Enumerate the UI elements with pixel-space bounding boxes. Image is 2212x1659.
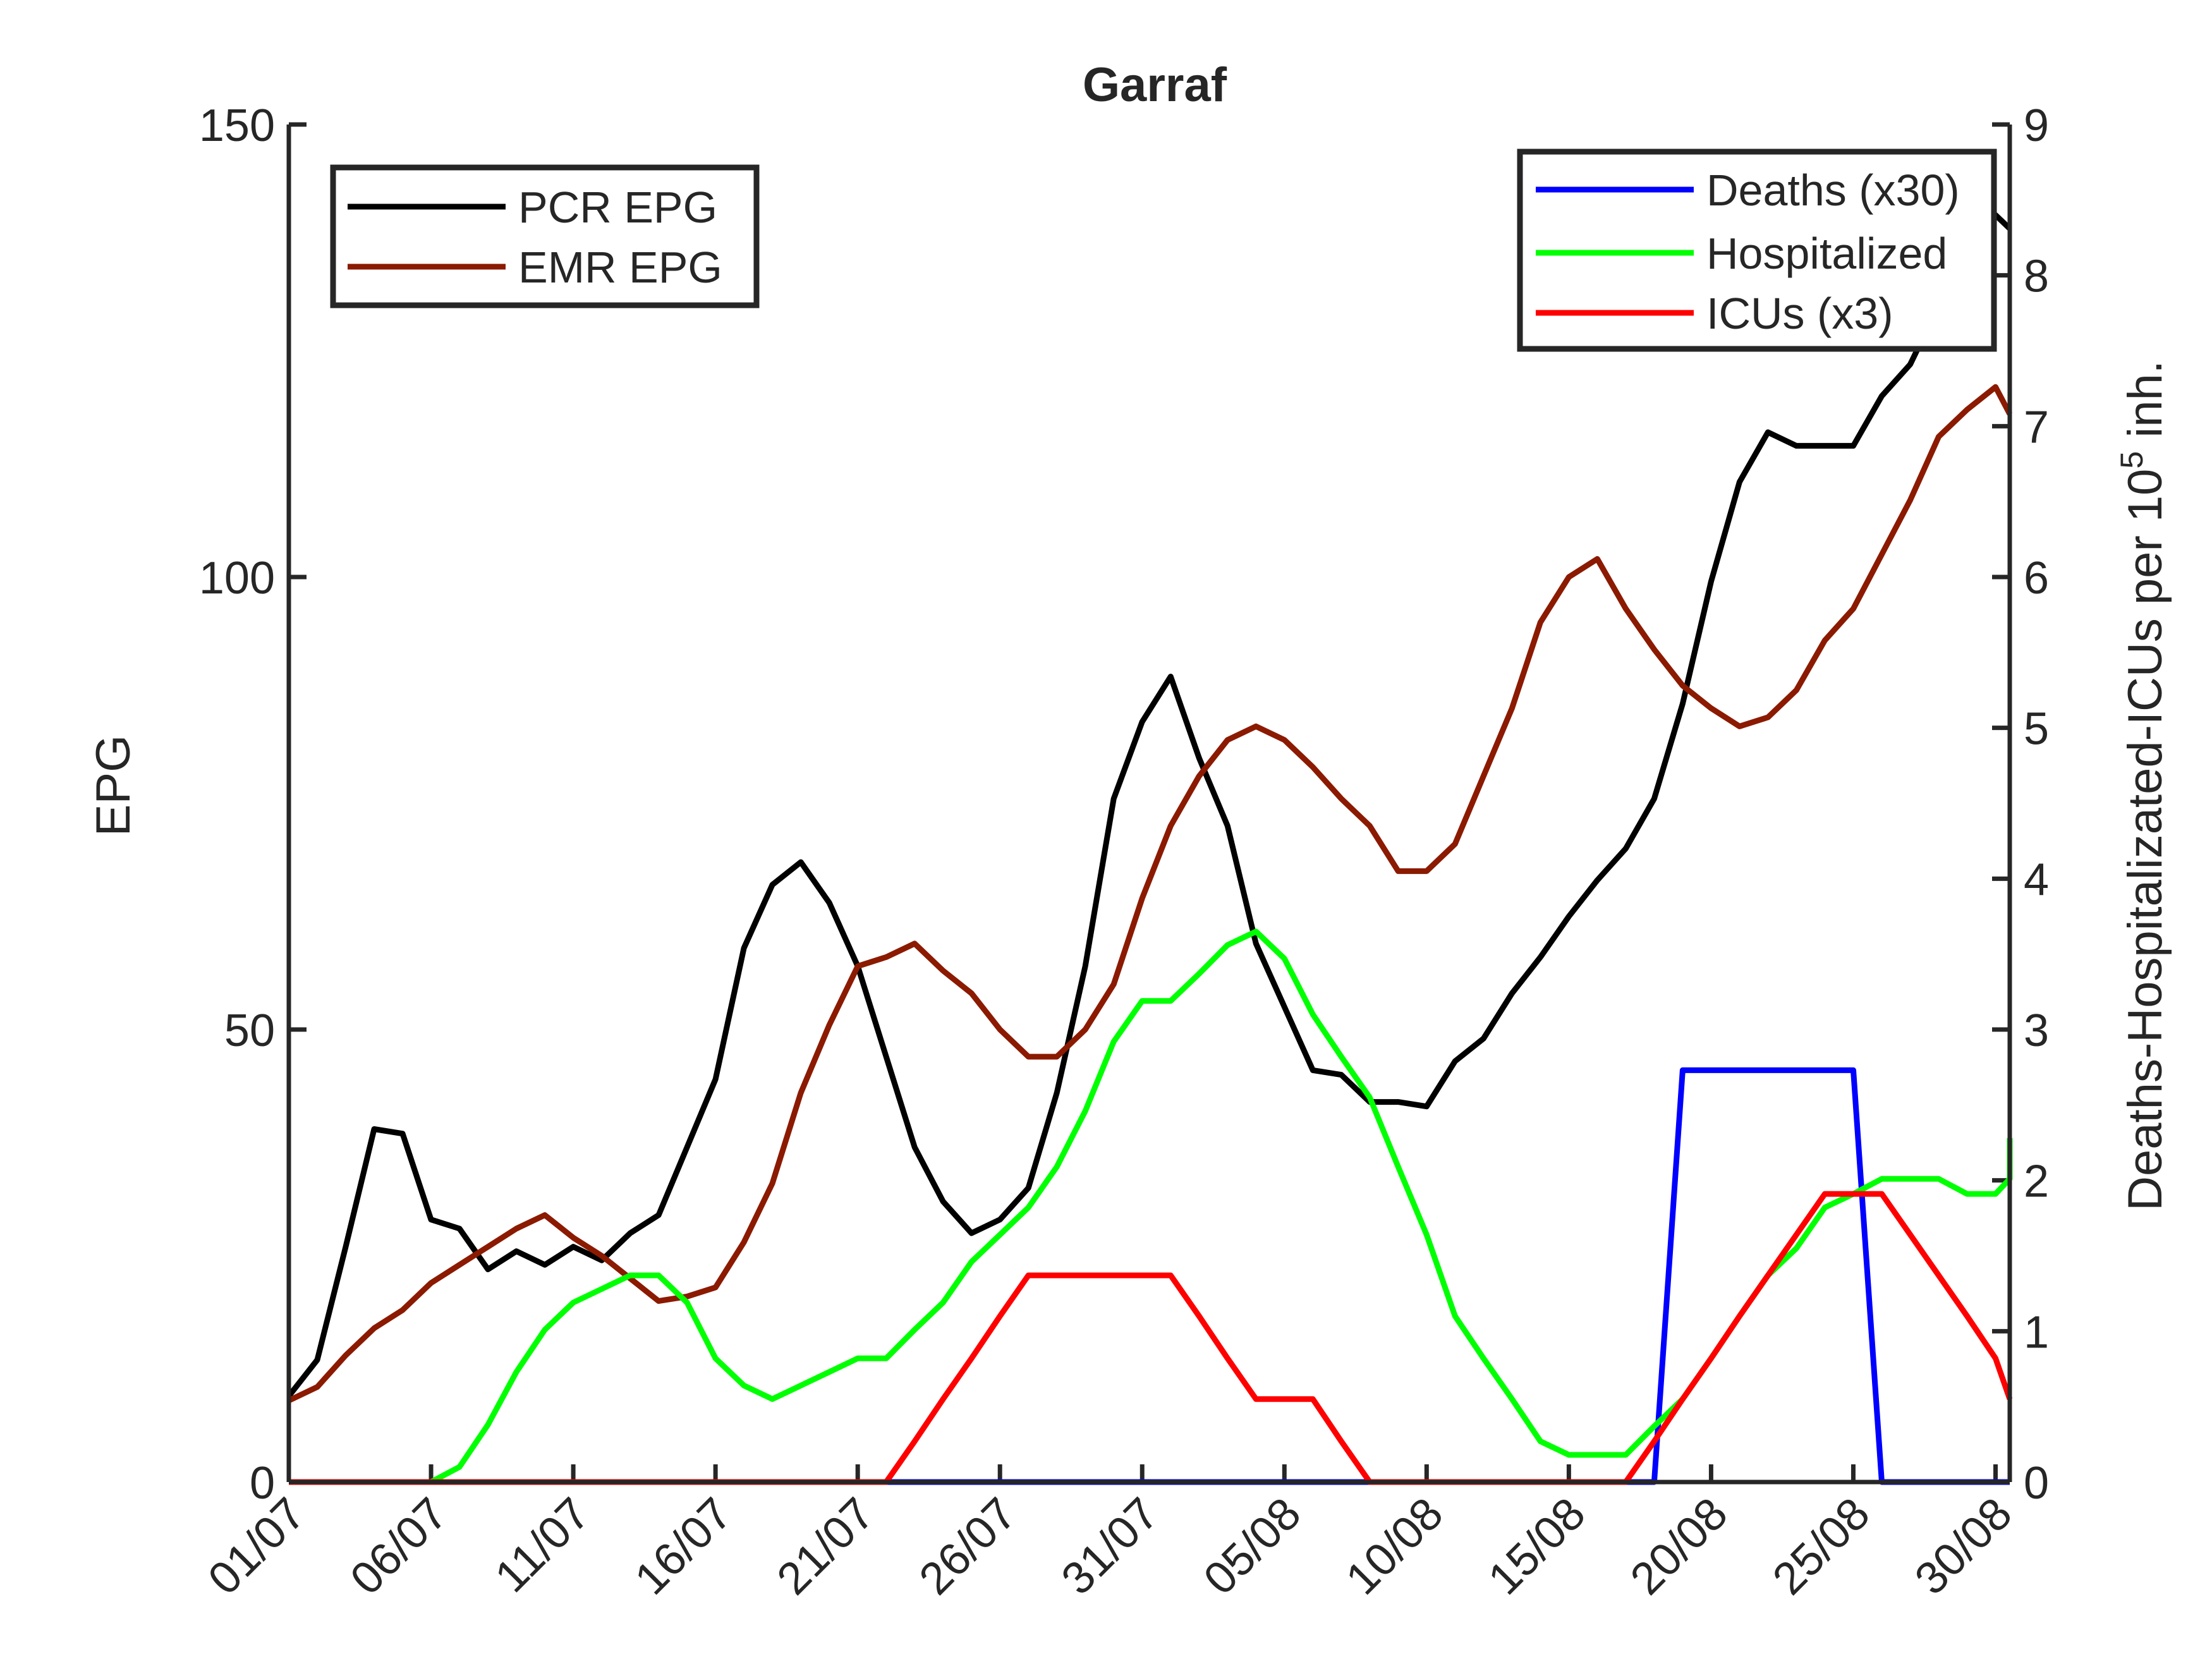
x-tick-label: 11/07 [485,1488,599,1602]
series-line-pcr-epg [286,207,2012,1398]
y-axis-right-label-exponent: 5 [2114,451,2149,469]
y-axis-left-label: EPG [87,735,140,837]
y-left-tick-label: 0 [250,1458,275,1509]
x-tick-label: 30/08 [1905,1488,2022,1605]
x-tick-label: 26/07 [910,1488,1026,1605]
y-right-tick-label: 5 [2024,704,2049,755]
series-line-hospitalized [289,928,2013,1485]
y-right-tick-label: 9 [2024,100,2049,151]
y-left-tick-label: 150 [199,100,275,151]
legend-left-box [330,164,760,308]
series-line-emr-epg [288,384,2012,1404]
legend-left: PCR EPG EMR EPG [330,164,760,308]
x-tick-label: 21/07 [768,1488,884,1605]
y-right-tick-label: 4 [2024,854,2049,905]
x-tick-label: 20/08 [1621,1488,1737,1605]
x-tick-label: 10/08 [1337,1488,1453,1605]
y-right-tick-label: 2 [2024,1157,2049,1207]
y-left-tick-label: 100 [199,553,275,604]
y-axis-right-label: Deaths-Hospitalizated-ICUs per 105 inh. [2114,360,2172,1211]
legend-label-hospitalized: Hospitalized [1706,229,1947,278]
y-right-tick-label: 7 [2024,402,2049,453]
x-tick-label: 16/07 [625,1488,741,1605]
series-line-icus-x3 [289,1191,2013,1485]
legend-label-pcr-epg: PCR EPG [518,183,717,232]
legend-label-emr-epg: EMR EPG [518,243,722,292]
x-tick-label: 31/07 [1052,1488,1169,1605]
x-tick-label: 05/08 [1194,1488,1311,1605]
series-layer [286,207,2013,1485]
y-right-tick-label: 0 [2024,1458,2049,1509]
x-tick-label: 06/07 [341,1488,457,1605]
y-right-tick-label: 3 [2024,1006,2049,1056]
legend-label-deaths: Deaths (x30) [1706,166,1960,215]
y-axis-right-label-suffix: inh. [2118,360,2172,451]
legend-right: Deaths (x30) Hospitalized ICUs (x3) [1517,149,1997,352]
y-right-tick-label: 1 [2024,1307,2049,1358]
y-left-tick-label: 50 [224,1006,275,1056]
y-right-tick-label: 8 [2024,252,2049,302]
y-axis-right-label-prefix: Deaths-Hospitalizated-ICUs per 10 [2118,469,2172,1211]
y-right-tick-label: 6 [2024,553,2049,604]
frame-layer [286,125,2012,1485]
x-tick-label: 15/08 [1479,1488,1595,1605]
legend-label-icus: ICUs (x3) [1706,289,1893,338]
x-tick-label: 25/08 [1763,1488,1880,1605]
chart-title: Garraf [1083,58,1227,112]
